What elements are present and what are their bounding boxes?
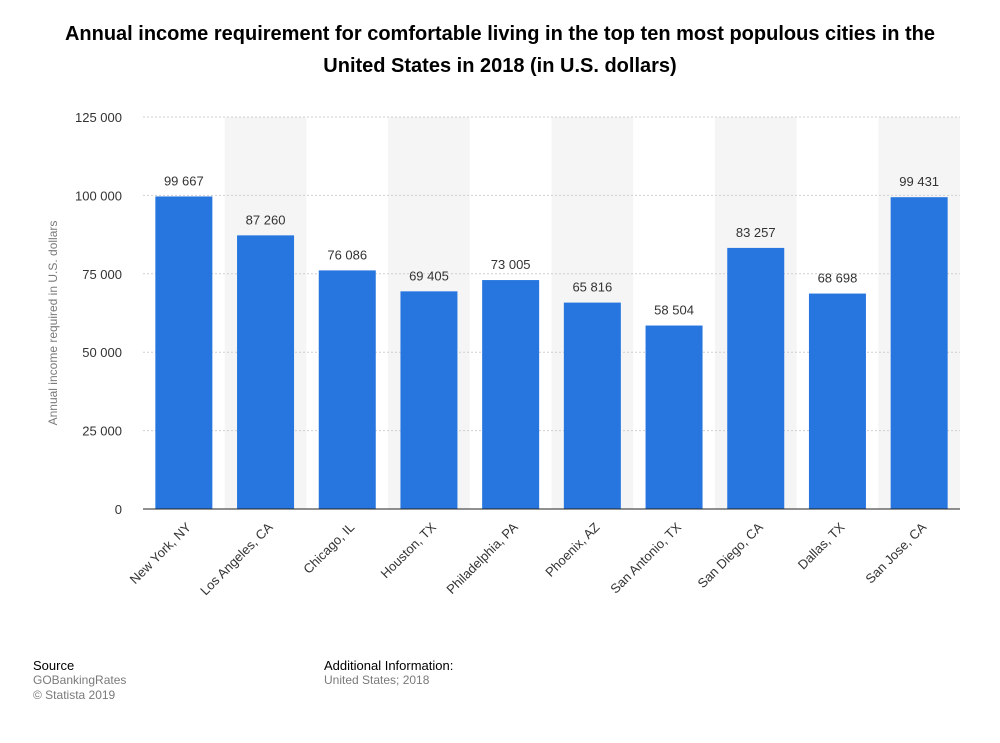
- x-tick-label: New York, NY: [127, 519, 195, 587]
- bar[interactable]: [318, 270, 376, 509]
- bar[interactable]: [482, 280, 540, 509]
- x-axis-ticks: New York, NY Los Angeles, CA Chicago, IL Ho…: [127, 519, 930, 598]
- value-label: 69 405: [409, 268, 449, 283]
- value-label: 65 816: [572, 280, 612, 295]
- x-tick-label: San Diego, CA: [694, 519, 766, 591]
- value-label: 99 431: [899, 174, 939, 189]
- x-tick-label: Phoenix, AZ: [542, 519, 602, 579]
- bar[interactable]: [155, 196, 213, 510]
- y-tick-label: 0: [115, 502, 122, 517]
- x-tick-label: Philadelphia, PA: [443, 519, 521, 597]
- bar[interactable]: [645, 325, 703, 509]
- bar[interactable]: [237, 235, 295, 509]
- value-label: 73 005: [491, 257, 531, 272]
- bar[interactable]: [890, 197, 948, 509]
- source-block: Source GOBankingRates © Statista 2019: [33, 658, 126, 703]
- x-tick-label: San Antonio, TX: [607, 519, 684, 596]
- y-tick-label: 75 000: [82, 267, 122, 282]
- value-label: 99 667: [164, 173, 204, 188]
- bar[interactable]: [808, 293, 866, 509]
- y-axis-ticks: 0 25 000 50 000 75 000 100 000 125 000: [75, 110, 122, 517]
- bar[interactable]: [727, 247, 785, 509]
- chart-title: Annual income requirement for comfortabl…: [64, 23, 936, 77]
- x-tick-label: Chicago, IL: [300, 520, 357, 577]
- value-label: 58 504: [654, 303, 694, 318]
- x-tick-label: San Jose, CA: [862, 519, 929, 586]
- value-label: 76 086: [327, 247, 367, 262]
- y-axis-label: Annual income required in U.S. dollars: [46, 221, 60, 426]
- value-label: 68 698: [818, 271, 858, 286]
- x-tick-label: Los Angeles, CA: [197, 519, 276, 598]
- value-label: 83 257: [736, 225, 776, 240]
- additional-info-text: United States; 2018: [324, 673, 430, 687]
- x-tick-label: Dallas, TX: [795, 519, 848, 572]
- x-tick-label: Houston, TX: [378, 519, 440, 581]
- copyright-text: © Statista 2019: [33, 688, 116, 702]
- y-tick-label: 125 000: [75, 110, 122, 125]
- additional-info-heading: Additional Information:: [324, 658, 454, 673]
- value-label: 87 260: [246, 212, 286, 227]
- bars: [155, 196, 948, 510]
- y-tick-label: 25 000: [82, 424, 122, 439]
- bar[interactable]: [400, 291, 458, 509]
- y-tick-label: 100 000: [75, 188, 122, 203]
- y-tick-label: 50 000: [82, 345, 122, 360]
- value-labels: 99 667 87 260 76 086 69 405 73 005 65 816 58 5…: [164, 173, 939, 317]
- additional-info-block: Additional Information: United States; 2…: [324, 658, 453, 688]
- source-heading: Source: [33, 658, 75, 673]
- bar[interactable]: [563, 302, 621, 509]
- source-name[interactable]: GOBankingRates: [33, 673, 127, 687]
